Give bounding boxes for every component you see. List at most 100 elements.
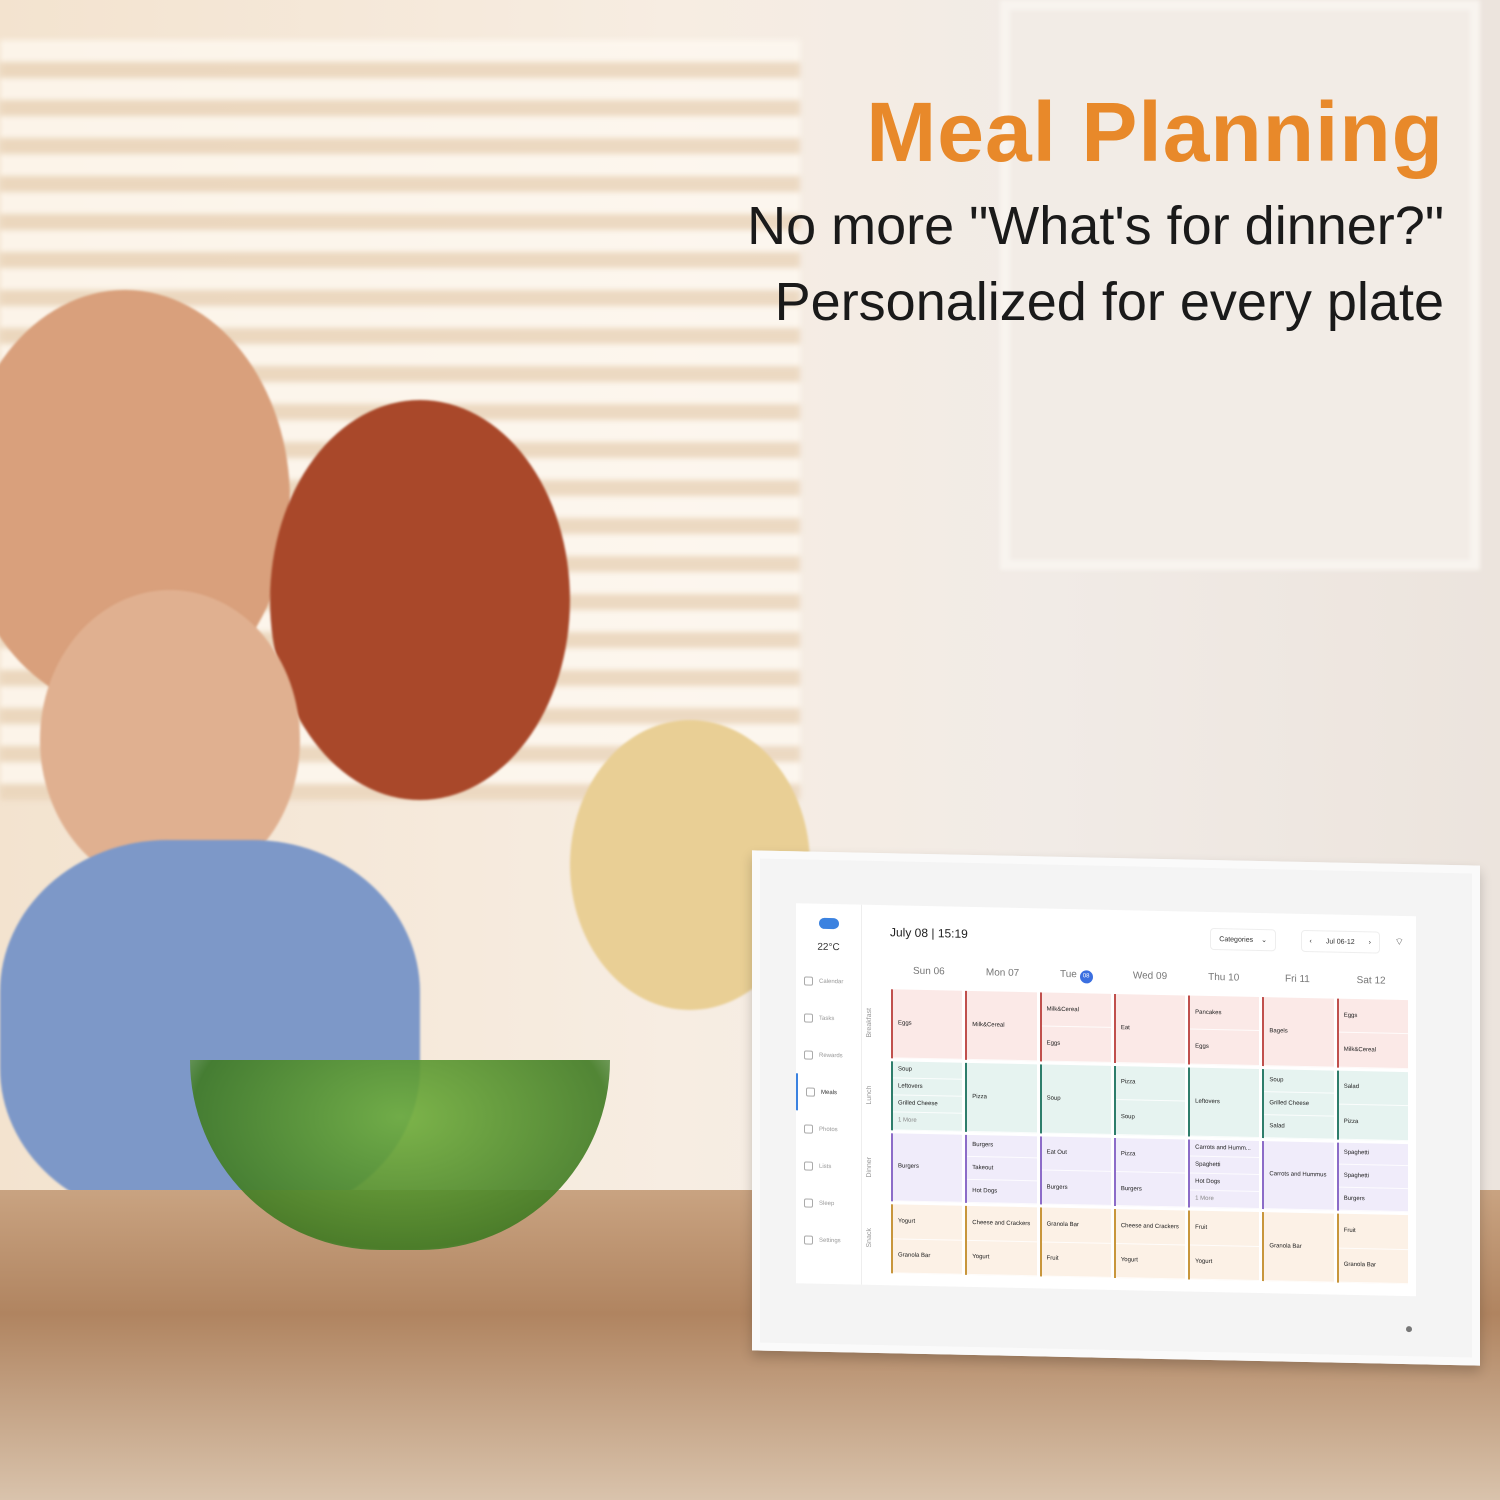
meal-item[interactable]: Pizza bbox=[1338, 1104, 1408, 1141]
meal-item[interactable]: Fruit bbox=[1041, 1242, 1111, 1278]
meal-item[interactable]: Spaghetti bbox=[1190, 1156, 1260, 1175]
day-header[interactable]: Fri 11 bbox=[1261, 973, 1335, 989]
meal-item[interactable]: Leftovers bbox=[893, 1078, 963, 1097]
day-header[interactable]: Wed 09 bbox=[1113, 970, 1187, 986]
meal-cell[interactable]: Pizza bbox=[965, 1062, 1037, 1133]
meal-item[interactable]: Bagels bbox=[1264, 997, 1334, 1068]
meal-item[interactable]: Pizza bbox=[1115, 1137, 1186, 1174]
meal-item[interactable]: Yogurt bbox=[1190, 1245, 1260, 1282]
meal-item[interactable]: Milk&Cereal bbox=[967, 990, 1037, 1062]
meal-item[interactable]: Pizza bbox=[1115, 1065, 1186, 1102]
meal-item[interactable]: Eat bbox=[1115, 993, 1186, 1065]
meal-item[interactable]: Cheese and Crackers bbox=[967, 1206, 1037, 1242]
day-header[interactable]: Sat 12 bbox=[1334, 975, 1408, 991]
meal-cell[interactable]: Cheese and Crackers Yogurt bbox=[1113, 1209, 1186, 1280]
meal-cell[interactable]: Milk&Cereal Eggs bbox=[1039, 992, 1111, 1063]
meal-item[interactable]: Eggs bbox=[1338, 998, 1408, 1035]
meal-cell[interactable]: Soup Grilled Cheese Salad bbox=[1262, 1068, 1334, 1140]
meal-cell[interactable]: Soup bbox=[1039, 1064, 1111, 1135]
meal-item[interactable]: Granola Bar bbox=[1041, 1207, 1111, 1244]
meal-cell[interactable]: Carrots and Hummus bbox=[1262, 1140, 1334, 1211]
meal-item[interactable]: Burgers bbox=[893, 1132, 963, 1204]
meal-cell[interactable]: Eat bbox=[1113, 993, 1186, 1065]
meal-item[interactable]: Pancakes bbox=[1190, 995, 1260, 1032]
prev-week-button[interactable]: ‹ bbox=[1309, 937, 1312, 945]
meal-item[interactable]: Soup bbox=[1041, 1064, 1111, 1135]
meal-item[interactable]: Spaghetti bbox=[1338, 1142, 1408, 1167]
meal-item[interactable]: Eggs bbox=[1041, 1026, 1111, 1063]
meal-item[interactable]: Salad bbox=[1338, 1070, 1408, 1107]
meal-cell[interactable]: Eat Out Burgers bbox=[1039, 1135, 1111, 1207]
meal-item[interactable]: Soup bbox=[893, 1061, 963, 1080]
meal-item[interactable]: Eat Out bbox=[1041, 1135, 1111, 1172]
meal-cell[interactable]: Soup Leftovers Grilled Cheese 1 More bbox=[891, 1061, 963, 1132]
meal-item[interactable]: Soup bbox=[1264, 1068, 1334, 1094]
meal-item[interactable]: Burgers bbox=[1338, 1188, 1408, 1213]
sidebar-item-sleep[interactable]: Sleep bbox=[796, 1184, 861, 1222]
meal-item[interactable]: Hot Dogs bbox=[967, 1180, 1037, 1205]
meal-item[interactable]: Eggs bbox=[893, 989, 963, 1060]
meal-cell[interactable]: Granola Bar Fruit bbox=[1039, 1207, 1111, 1278]
meal-cell[interactable]: Pancakes Eggs bbox=[1188, 995, 1260, 1066]
meal-item[interactable]: Fruit bbox=[1190, 1210, 1260, 1247]
sidebar-item-settings[interactable]: Settings bbox=[796, 1221, 861, 1259]
day-header[interactable]: Tue 08 bbox=[1039, 968, 1113, 984]
sidebar-item-meals[interactable]: Meals bbox=[796, 1073, 861, 1112]
meal-item[interactable]: Burgers bbox=[1115, 1171, 1186, 1208]
meal-item[interactable]: Hot Dogs bbox=[1190, 1173, 1260, 1193]
day-header[interactable]: Sun 06 bbox=[892, 965, 966, 981]
meal-cell[interactable]: Carrots and Humm... Spaghetti Hot Dogs 1 Mo… bbox=[1188, 1139, 1260, 1210]
meal-cell[interactable]: Pizza Burgers bbox=[1113, 1137, 1186, 1208]
more-link[interactable]: 1 More bbox=[893, 1112, 963, 1132]
meal-item[interactable]: Milk&Cereal bbox=[1041, 992, 1111, 1029]
meal-cell[interactable]: Spaghetti Spaghetti Burgers bbox=[1336, 1142, 1408, 1213]
meal-item[interactable]: Pizza bbox=[967, 1062, 1037, 1133]
sidebar-item-photos[interactable]: Photos bbox=[796, 1110, 861, 1148]
meal-cell[interactable]: Bagels bbox=[1262, 997, 1334, 1068]
categories-dropdown[interactable]: Categories ⌄ bbox=[1210, 927, 1276, 952]
meal-cell[interactable]: Fruit Granola Bar bbox=[1336, 1213, 1408, 1285]
meal-cell[interactable]: Pizza Soup bbox=[1113, 1065, 1186, 1136]
meal-cell[interactable]: Cheese and Crackers Yogurt bbox=[965, 1206, 1037, 1277]
meal-item[interactable]: Grilled Cheese bbox=[1264, 1091, 1334, 1117]
meal-cell[interactable]: Eggs Milk&Cereal bbox=[1336, 998, 1408, 1069]
meal-cell[interactable]: Burgers Takeout Hot Dogs bbox=[965, 1134, 1037, 1205]
meal-cell[interactable]: Leftovers bbox=[1188, 1067, 1260, 1138]
sidebar-item-rewards[interactable]: Rewards bbox=[796, 1036, 861, 1074]
meal-item[interactable]: Takeout bbox=[967, 1157, 1037, 1182]
meal-cell[interactable]: Eggs bbox=[891, 989, 963, 1060]
meal-cell[interactable]: Burgers bbox=[891, 1132, 963, 1204]
meal-item[interactable]: Yogurt bbox=[1115, 1243, 1186, 1280]
meal-item[interactable]: Granola Bar bbox=[1264, 1212, 1334, 1283]
meal-item[interactable]: Carrots and Humm... bbox=[1190, 1139, 1260, 1158]
meal-item[interactable]: Burgers bbox=[967, 1134, 1037, 1159]
meal-item[interactable]: Granola Bar bbox=[1338, 1248, 1408, 1285]
meal-item[interactable]: Fruit bbox=[1338, 1213, 1408, 1250]
meal-item[interactable]: Grilled Cheese bbox=[893, 1095, 963, 1115]
meal-item[interactable]: Soup bbox=[1115, 1100, 1186, 1136]
meal-item[interactable]: Granola Bar bbox=[893, 1238, 963, 1275]
meal-item[interactable]: Yogurt bbox=[893, 1204, 963, 1241]
meal-item[interactable]: Milk&Cereal bbox=[1338, 1033, 1408, 1069]
meal-item[interactable]: Burgers bbox=[1041, 1170, 1111, 1207]
meal-cell[interactable]: Fruit Yogurt bbox=[1188, 1210, 1260, 1282]
meal-cell[interactable]: Granola Bar bbox=[1262, 1212, 1334, 1283]
meal-item[interactable]: Spaghetti bbox=[1338, 1165, 1408, 1190]
day-header[interactable]: Thu 10 bbox=[1187, 971, 1261, 987]
meal-item[interactable]: Carrots and Hummus bbox=[1264, 1140, 1334, 1211]
meal-cell[interactable]: Salad Pizza bbox=[1336, 1070, 1408, 1141]
meal-item[interactable]: Cheese and Crackers bbox=[1115, 1209, 1186, 1246]
temperature: 22°C bbox=[817, 941, 840, 954]
sidebar-item-calendar[interactable]: Calendar bbox=[796, 962, 861, 1000]
meal-item[interactable]: Leftovers bbox=[1190, 1067, 1260, 1138]
meal-item[interactable]: Salad bbox=[1264, 1114, 1334, 1140]
meal-cell[interactable]: Yogurt Granola Bar bbox=[891, 1204, 963, 1275]
sidebar-item-tasks[interactable]: Tasks bbox=[796, 999, 861, 1037]
meal-item[interactable]: Yogurt bbox=[967, 1240, 1037, 1277]
sidebar-item-lists[interactable]: Lists bbox=[796, 1147, 861, 1185]
meal-cell[interactable]: Milk&Cereal bbox=[965, 990, 1037, 1062]
next-week-button[interactable]: › bbox=[1368, 938, 1371, 946]
day-header[interactable]: Mon 07 bbox=[966, 967, 1040, 983]
more-link[interactable]: 1 More bbox=[1190, 1190, 1260, 1210]
meal-item[interactable]: Eggs bbox=[1190, 1029, 1260, 1066]
